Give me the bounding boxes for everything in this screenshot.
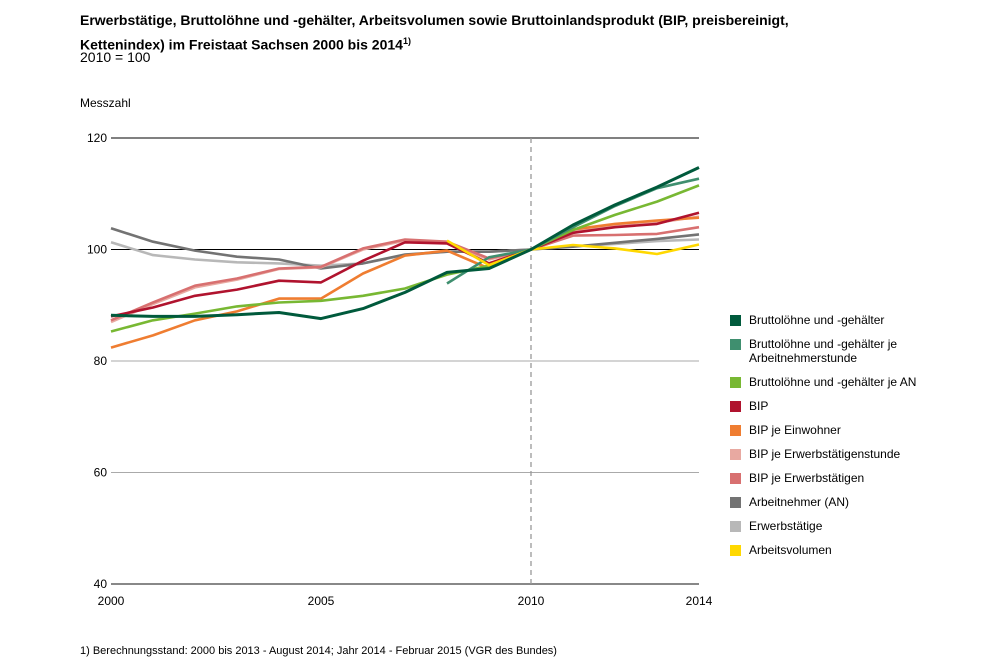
legend-swatch <box>730 497 741 508</box>
legend-item: Erwerbstätige <box>730 519 959 533</box>
legend-swatch <box>730 339 741 350</box>
series-line-5 <box>110 216 700 349</box>
series-line-6 <box>110 215 700 324</box>
legend-swatch <box>730 473 741 484</box>
legend-label: BIP <box>749 399 769 413</box>
legend-label: BIP je Erwerbstätigenstunde <box>749 447 901 461</box>
series-line-1 <box>110 166 700 321</box>
legend-label: Bruttolöhne und -gehälter <box>749 313 885 327</box>
y-tick-label: 40 <box>94 577 108 591</box>
x-tick-label: 2014 <box>686 594 713 608</box>
legend-item: Bruttolöhne und -gehälter <box>730 313 959 327</box>
legend-label: Arbeitsvolumen <box>749 543 832 557</box>
footnote: 1) Berechnungsstand: 2000 bis 2013 - Aug… <box>80 645 557 657</box>
legend-swatch <box>730 425 741 436</box>
series-line-7 <box>110 225 700 322</box>
x-tick-label: 2005 <box>308 594 335 608</box>
series-line-10 <box>446 239 700 267</box>
legend-label: BIP je Einwohner <box>749 423 841 437</box>
x-tick-label: 2000 <box>98 594 125 608</box>
legend-swatch <box>730 521 741 532</box>
legend-label: Bruttolöhne und -gehälter je AN <box>749 375 917 389</box>
y-axis-label: Messzahl <box>80 96 131 110</box>
series-line-4 <box>110 211 700 318</box>
chart-subtitle: 2010 = 100 <box>80 49 151 65</box>
legend-item: BIP je Erwerbstätigenstunde <box>730 447 959 461</box>
legend-label: Erwerbstätige <box>749 519 823 533</box>
x-tick-label: 2010 <box>518 594 545 608</box>
legend-item: Arbeitnehmer (AN) <box>730 495 959 509</box>
y-tick-label: 100 <box>87 243 107 257</box>
chart-title: Erwerbstätige, Bruttolöhne und -gehälter… <box>80 10 840 56</box>
y-tick-label: 120 <box>87 131 107 145</box>
legend-swatch <box>730 545 741 556</box>
legend-item: Bruttolöhne und -gehälter je AN <box>730 375 959 389</box>
title-footnote-mark: 1) <box>402 36 411 46</box>
legend-swatch <box>730 401 741 412</box>
y-tick-label: 60 <box>94 466 108 480</box>
legend-item: Bruttolöhne und -gehälter je Arbeitnehme… <box>730 337 959 365</box>
series-line-3 <box>110 184 700 333</box>
legend-item: Arbeitsvolumen <box>730 543 959 557</box>
legend-label: BIP je Erwerbstätigen <box>749 471 865 485</box>
legend-label: Bruttolöhne und -gehälter je Arbeitnehme… <box>749 337 898 365</box>
legend-item: BIP <box>730 399 959 413</box>
legend-swatch <box>730 449 741 460</box>
chart-title-text: Erwerbstätige, Bruttolöhne und -gehälter… <box>80 12 789 53</box>
legend-item: BIP je Einwohner <box>730 423 959 437</box>
legend-label: Arbeitnehmer (AN) <box>749 495 850 509</box>
legend-swatch <box>730 315 741 326</box>
legend-swatch <box>730 377 741 388</box>
legend-item: BIP je Erwerbstätigen <box>730 471 959 485</box>
legend: Bruttolöhne und -gehälter Bruttolöhne und… <box>730 313 959 567</box>
y-tick-label: 80 <box>94 354 108 368</box>
